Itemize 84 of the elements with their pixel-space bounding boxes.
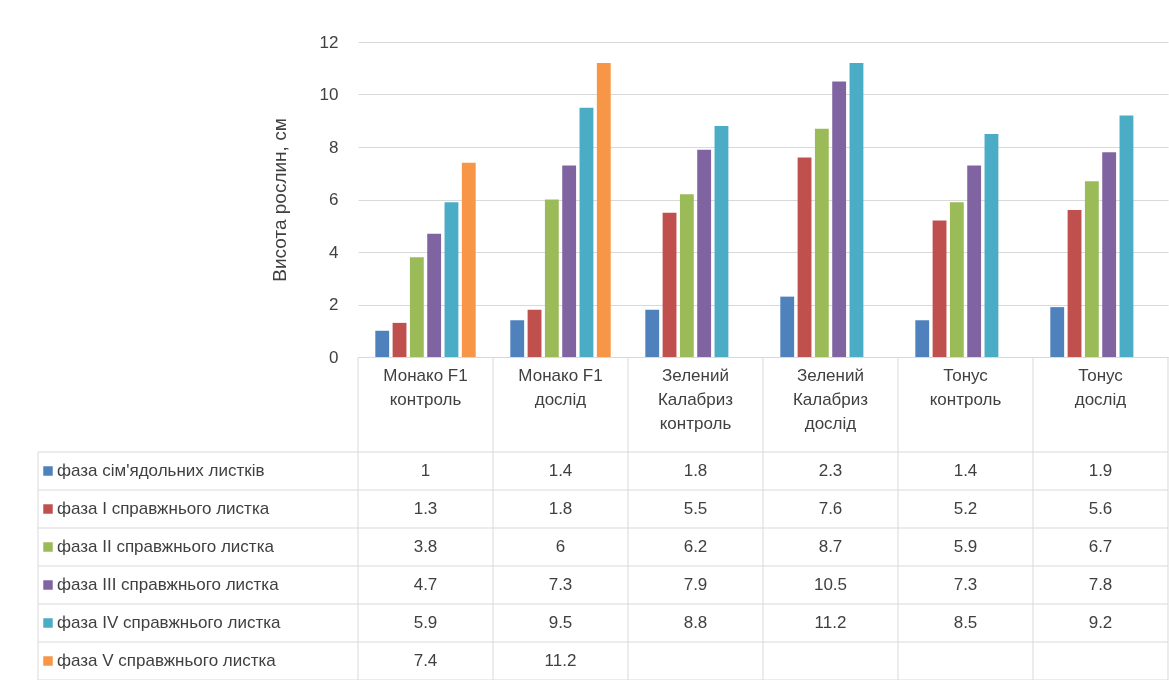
y-tick-label: 8	[329, 137, 339, 157]
data-label: 1.4	[953, 461, 978, 480]
bar	[915, 320, 930, 357]
legend-label: фаза III справжнього листка	[57, 575, 280, 594]
bar	[1084, 181, 1099, 357]
bar	[780, 296, 795, 357]
bar	[461, 162, 476, 357]
bar	[392, 322, 407, 357]
data-label: 1	[420, 461, 431, 480]
legend-label: фаза сім'ядольних листків	[57, 461, 265, 480]
data-label: 8.7	[818, 537, 843, 556]
data-label: 11.2	[544, 651, 577, 670]
data-label: 7.8	[1088, 575, 1113, 594]
bar	[662, 212, 677, 357]
bar	[562, 165, 577, 357]
y-tick-label: 2	[329, 295, 339, 314]
bar	[679, 194, 694, 357]
data-label: 9.5	[548, 613, 573, 632]
legend-label: фаза I справжнього листка	[57, 499, 270, 518]
bar	[1067, 210, 1082, 357]
bar	[544, 199, 559, 357]
data-label: 8.5	[953, 613, 978, 632]
y-tick-label: 0	[329, 347, 339, 367]
data-label: 2.3	[818, 461, 843, 480]
bar	[444, 202, 459, 357]
bar	[932, 220, 947, 357]
data-label: 9.2	[1088, 613, 1113, 632]
data-label: 7.9	[683, 575, 708, 594]
bar	[1102, 152, 1117, 357]
bar	[967, 165, 982, 357]
data-label: 7.3	[548, 575, 573, 594]
bar	[697, 149, 712, 357]
bar	[797, 157, 812, 357]
data-label: 6.7	[1088, 537, 1113, 556]
data-label: 7.3	[953, 575, 978, 594]
bar	[949, 202, 964, 357]
bar	[579, 107, 594, 357]
x-tick-label: Зелений Калабриз дослід	[792, 365, 869, 433]
legend-label: фаза IV справжнього листка	[57, 613, 282, 632]
y-tick-label: 4	[329, 242, 339, 262]
data-label: 6	[555, 537, 566, 556]
bar	[409, 257, 424, 357]
bar	[527, 309, 542, 357]
bar	[375, 330, 390, 357]
data-label: 7.4	[413, 651, 438, 670]
data-label: 5.5	[683, 499, 708, 518]
data-label: 7.6	[818, 499, 843, 518]
bar	[714, 126, 729, 357]
data-label: 5.9	[413, 613, 438, 632]
x-tick-label: Монако F1 дослід	[518, 365, 603, 409]
data-label: 8.8	[683, 613, 708, 632]
x-tick-label: Монако F1 контроль	[383, 365, 468, 409]
data-label: 11.2	[814, 613, 847, 632]
data-label: 4.7	[413, 575, 438, 594]
y-tick-label: 10	[319, 85, 339, 104]
y-tick-label: 12	[319, 32, 339, 52]
bar	[849, 63, 864, 357]
bar	[596, 63, 611, 357]
data-label: 5.9	[953, 537, 978, 556]
bar	[510, 320, 525, 357]
data-label: 5.2	[953, 499, 978, 518]
bar	[814, 128, 829, 357]
x-tick-label: Тонус дослід	[1074, 365, 1127, 409]
bar	[645, 309, 660, 357]
legend-label: фаза II справжнього листка	[57, 537, 275, 556]
bar	[1050, 307, 1065, 357]
data-label: 1.4	[548, 461, 573, 480]
data-label: 1.3	[413, 499, 438, 518]
y-tick-label: 6	[329, 190, 339, 209]
legend-label: фаза V справжнього листка	[57, 651, 277, 670]
data-label: 1.9	[1088, 461, 1113, 480]
x-tick-label: Зелений Калабриз контроль	[657, 365, 734, 433]
data-label: 5.6	[1088, 499, 1113, 518]
data-label: 3.8	[413, 537, 438, 556]
data-label: 6.2	[683, 537, 708, 556]
bar	[832, 81, 847, 357]
bar	[984, 133, 999, 357]
bar	[427, 233, 442, 357]
data-label: 10.5	[813, 575, 848, 594]
bar	[1119, 115, 1134, 357]
y-axis-title: Висота рослин, см	[268, 118, 290, 282]
data-label: 1.8	[548, 499, 573, 518]
data-label: 1.8	[683, 461, 708, 480]
x-tick-label: Тонус контроль	[929, 365, 1002, 409]
